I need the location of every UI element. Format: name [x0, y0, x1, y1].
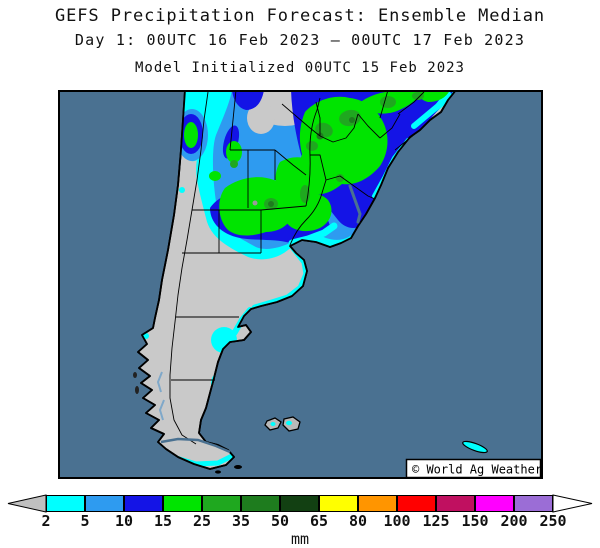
laguna-dos-patos	[348, 184, 362, 224]
colorbar-tick-35: 35	[231, 512, 251, 530]
border-uruguay-river	[289, 179, 327, 246]
precip-dkgreen-2	[306, 141, 318, 151]
border-paraguay-s	[319, 113, 359, 143]
chile-islet-2	[133, 372, 137, 378]
colorbar-tick-250: 250	[539, 512, 567, 530]
precip-green-andes	[184, 122, 198, 148]
dry-patch-chaco2	[247, 102, 275, 134]
colorbar-tick-65: 65	[309, 512, 329, 530]
precip-green-corner	[418, 90, 450, 102]
chile-islet-1	[135, 386, 139, 394]
precip-dkrgreen-t2	[349, 117, 355, 123]
precip-green-nw1	[226, 141, 242, 163]
falkland-islands	[264, 416, 301, 432]
colorbar-segment-100-125	[397, 495, 436, 512]
colorbar-cells	[46, 495, 553, 512]
precipitation-layers	[143, 90, 456, 467]
coastline	[137, 89, 457, 470]
colorbar-arrows	[7, 494, 593, 513]
colorbar-segment-125-150	[436, 495, 475, 512]
watermark-text: © World Ag Weather	[412, 463, 542, 477]
border-paraguay-w	[281, 103, 321, 137]
colorbar-tick-2: 2	[41, 512, 51, 530]
colorbar-left-arrow	[7, 494, 47, 513]
border-chile-argentina	[169, 91, 209, 445]
colorbar-segment-50-65	[280, 495, 319, 512]
page-title: GEFS Precipitation Forecast: Ensemble Me…	[55, 6, 545, 26]
border-entre-rios	[310, 154, 327, 181]
colorbar-segment-80-100	[358, 495, 397, 512]
borders	[169, 89, 425, 445]
colorbar-tick-10: 10	[114, 512, 134, 530]
tdf-islet-2	[215, 470, 221, 474]
precip-green-nw2	[209, 171, 221, 181]
precip-gray-dot	[252, 200, 258, 206]
colorbar-tick-80: 80	[348, 512, 368, 530]
strait-of-magellan	[160, 437, 231, 454]
colorbar-tick-125: 125	[422, 512, 450, 530]
precip-green-central	[219, 177, 295, 236]
colorbar-segment-35-50	[241, 495, 280, 512]
watermark: © World Ag Weather	[405, 458, 542, 479]
colorbar-segment-15-25	[163, 495, 202, 512]
colorbar-ticks: 2 5 10 15 25 35 50 65 80 100 125 150 200 250	[0, 512, 600, 530]
colorbar-segment-150-200	[475, 495, 514, 512]
tdf-islet-1	[234, 465, 242, 469]
border-parana-river	[305, 97, 321, 207]
precip-dkgreen-9	[336, 174, 344, 182]
precip-dkgreen-4	[380, 96, 396, 108]
colorbar-segment-200-250	[514, 495, 553, 512]
colorbar-tick-15: 15	[153, 512, 173, 530]
colorbar-segment-65-80	[319, 495, 358, 512]
colorbar-tick-50: 50	[270, 512, 290, 530]
valid-period-subtitle: Day 1: 00UTC 16 Feb 2023 — 00UTC 17 Feb …	[74, 31, 526, 49]
river-squiggle-1	[156, 371, 163, 393]
precip-dkgreen-8	[412, 92, 424, 100]
colorbar-right-arrow	[552, 494, 593, 513]
river-squiggle-2	[158, 399, 165, 421]
border-buenosaires-n	[260, 205, 307, 211]
south-georgia-island	[462, 440, 488, 454]
colorbar-tick-100: 100	[383, 512, 411, 530]
precip-dkrgreen-t3	[268, 201, 274, 207]
colorbar-segment-10-15	[124, 495, 163, 512]
border-paraguay-river	[315, 101, 321, 136]
border-brazil-state2	[397, 91, 425, 115]
border-misiones	[357, 113, 401, 139]
precip-blue-top	[232, 90, 264, 110]
colorbar-tick-5: 5	[80, 512, 90, 530]
precip-cyan-fjord-dab	[143, 333, 149, 339]
colorbar-tick-25: 25	[192, 512, 212, 530]
model-init-line: Model Initialized 00UTC 15 Feb 2023	[134, 60, 465, 76]
map-canvas: © World Ag Weather	[58, 89, 543, 479]
colorbar-segment-25-35	[202, 495, 241, 512]
border-nw-provinces	[229, 89, 307, 208]
colorbar-tick-200: 200	[500, 512, 528, 530]
precip-green-ne	[299, 96, 388, 195]
precip-dkgreen-7	[230, 160, 238, 168]
precip-cyan-coast-strip	[411, 91, 451, 129]
border-uruguay-brazil	[325, 175, 376, 200]
map-frame	[58, 90, 543, 479]
colorbar-tick-150: 150	[461, 512, 489, 530]
precip-cyan-dot	[179, 187, 185, 193]
colorbar-segment-2-5	[46, 495, 85, 512]
map-panel: © World Ag Weather	[58, 89, 543, 479]
colorbar-unit-label: mm	[290, 530, 310, 548]
colorbar-segment-5-10	[85, 495, 124, 512]
border-brazil-state1	[379, 89, 389, 119]
